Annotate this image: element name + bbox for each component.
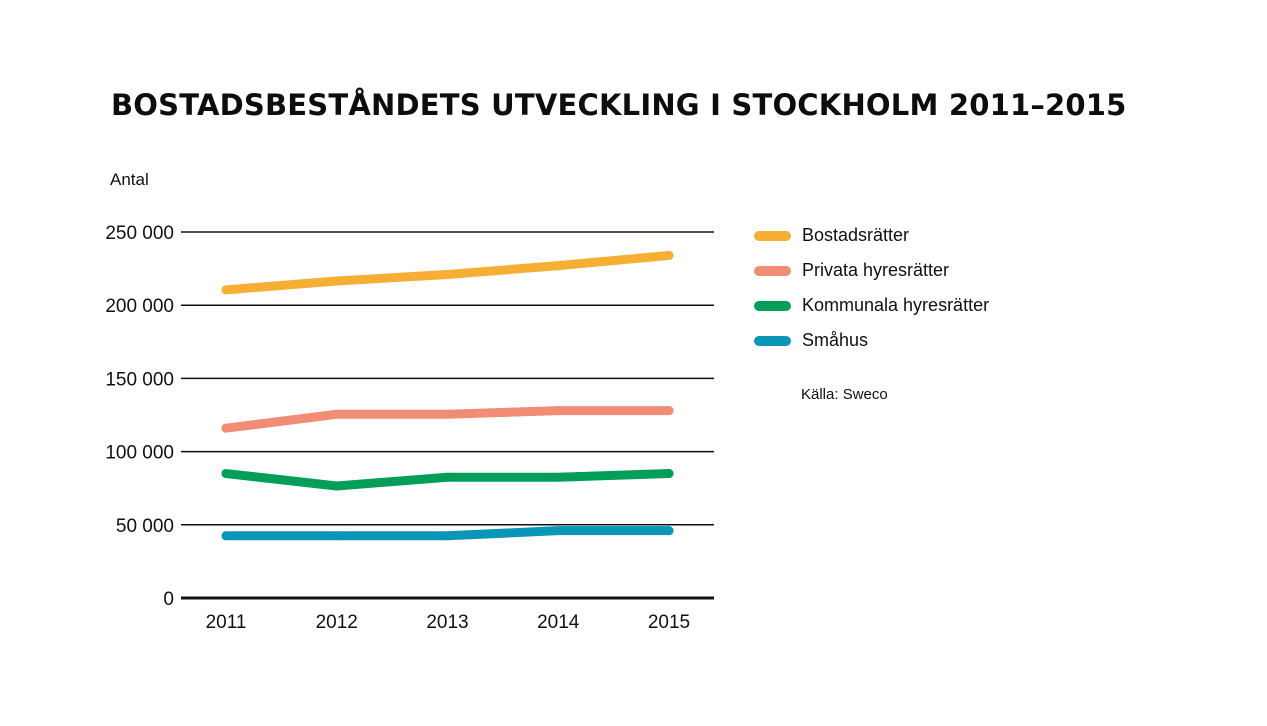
y-tick-label: 100 000 (105, 443, 174, 464)
x-tick-label: 2012 (316, 612, 358, 633)
x-tick-label: 2015 (648, 612, 690, 633)
data-point (443, 531, 452, 541)
data-point (664, 526, 674, 536)
legend-swatch (754, 230, 791, 241)
data-point (332, 531, 342, 541)
legend-item: Kommunala hyresrätter (754, 288, 989, 323)
x-axis-ticks: 2011 2012 2013 2014 2015 (206, 612, 691, 633)
legend-item: Bostadsrätter (754, 218, 989, 253)
data-point (553, 472, 563, 482)
legend-label: Kommunala hyresrätter (802, 295, 990, 315)
chart-title: BOSTADSBESTÅNDETS UTVECKLING I STOCKHOLM… (111, 88, 1127, 122)
gridlines (181, 231, 714, 600)
data-point (664, 406, 674, 416)
data-point (221, 469, 231, 479)
legend-label: Privata hyresrätter (802, 260, 950, 280)
data-point (221, 423, 231, 433)
y-tick-label: 0 (163, 589, 174, 610)
data-point (553, 261, 563, 271)
data-point (332, 276, 342, 286)
x-tick-label: 2014 (537, 612, 580, 633)
data-point (443, 472, 452, 482)
legend-swatch (754, 300, 791, 311)
data-point (553, 406, 563, 416)
data-point (332, 409, 342, 419)
data-point (332, 481, 342, 491)
x-tick-label: 2013 (426, 612, 468, 633)
data-point (443, 409, 452, 419)
y-tick-label: 150 000 (105, 369, 174, 390)
data-point (443, 269, 452, 279)
x-tick-label: 2011 (206, 612, 247, 633)
legend-label: Bostadsrätter (802, 225, 910, 245)
y-axis-label: Antal (110, 170, 149, 189)
y-tick-label: 250 000 (105, 223, 174, 244)
legend: Bostadsrätter Privata hyresrätter Kommunal… (754, 218, 989, 358)
data-point (553, 526, 563, 536)
source-note: Källa: Sweco (801, 386, 888, 403)
legend-swatch (754, 265, 791, 276)
data-point (664, 469, 674, 479)
y-tick-label: 200 000 (105, 296, 174, 317)
data-point (221, 531, 231, 541)
legend-label: Småhus (802, 330, 869, 350)
data-point (221, 285, 231, 295)
legend-swatch (754, 335, 791, 346)
legend-item: Småhus (754, 323, 989, 358)
data-point (664, 250, 674, 260)
legend-item: Privata hyresrätter (754, 253, 989, 288)
y-axis-ticks: 0 50 000 100 000 150 000 200 000 250 000 (105, 223, 174, 610)
y-tick-label: 50 000 (116, 516, 174, 537)
series-lines (221, 250, 674, 541)
